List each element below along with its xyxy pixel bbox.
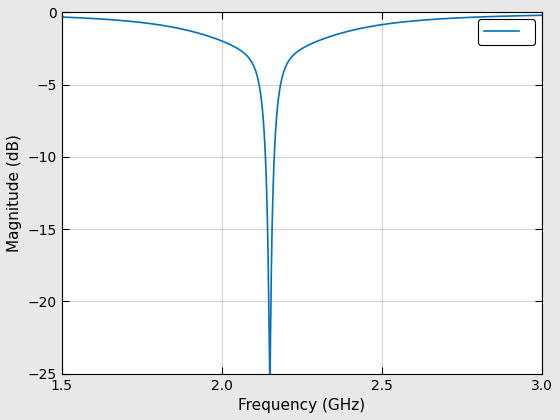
Legend:  [478, 19, 535, 45]
Y-axis label: Magnitude (dB): Magnitude (dB) [7, 134, 22, 252]
X-axis label: Frequency (GHz): Frequency (GHz) [239, 398, 366, 413]
